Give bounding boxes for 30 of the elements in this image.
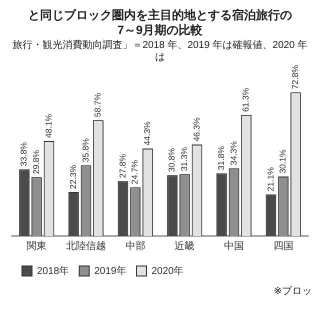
data-label: 27.8% bbox=[117, 154, 128, 178]
legend-label: 2018年 bbox=[37, 264, 70, 277]
data-label: 35.8% bbox=[80, 138, 90, 162]
data-label: 30.1% bbox=[278, 149, 288, 174]
x-tick-label: 四国 bbox=[273, 240, 294, 252]
data-label: 24.7% bbox=[130, 160, 140, 184]
data-label: 33.8% bbox=[18, 142, 29, 166]
data-label: 22.3% bbox=[68, 164, 78, 189]
data-label: 58.7% bbox=[92, 92, 103, 118]
data-label: 61.3% bbox=[240, 87, 251, 112]
data-label: 48.1% bbox=[43, 113, 54, 138]
chart-title: と同じブロック圏内を主目的地とする宿泊旅行の 7～9月期の比較 bbox=[27, 8, 293, 38]
x-tick-label: 中部 bbox=[125, 240, 146, 252]
x-tick-label: 中国 bbox=[224, 240, 244, 252]
legend-label: 2019年 bbox=[94, 264, 126, 277]
data-label: 34.3% bbox=[228, 140, 238, 166]
data-label: 30.8% bbox=[166, 148, 177, 172]
text: ※ブロッ bbox=[272, 286, 312, 298]
x-tick-label: 北陸信越 bbox=[66, 240, 106, 252]
x-tick-label: 関東 bbox=[26, 240, 47, 252]
x-tick-label: 近畿 bbox=[174, 240, 195, 252]
data-label: 31.3% bbox=[179, 146, 190, 172]
data-label: 21.1% bbox=[265, 166, 276, 192]
legend-label: 2020年 bbox=[151, 264, 184, 277]
data-label: 44.3% bbox=[142, 120, 152, 146]
data-label: 29.8% bbox=[31, 150, 42, 174]
data-label: 46.3% bbox=[191, 117, 202, 142]
data-label: 72.8% bbox=[290, 64, 300, 90]
data-label: 31.8% bbox=[216, 146, 226, 170]
chart-subtitle: 旅行・観光消費動向調査」＝2018 年、2019 年は確報値、2020 年は bbox=[11, 40, 309, 64]
